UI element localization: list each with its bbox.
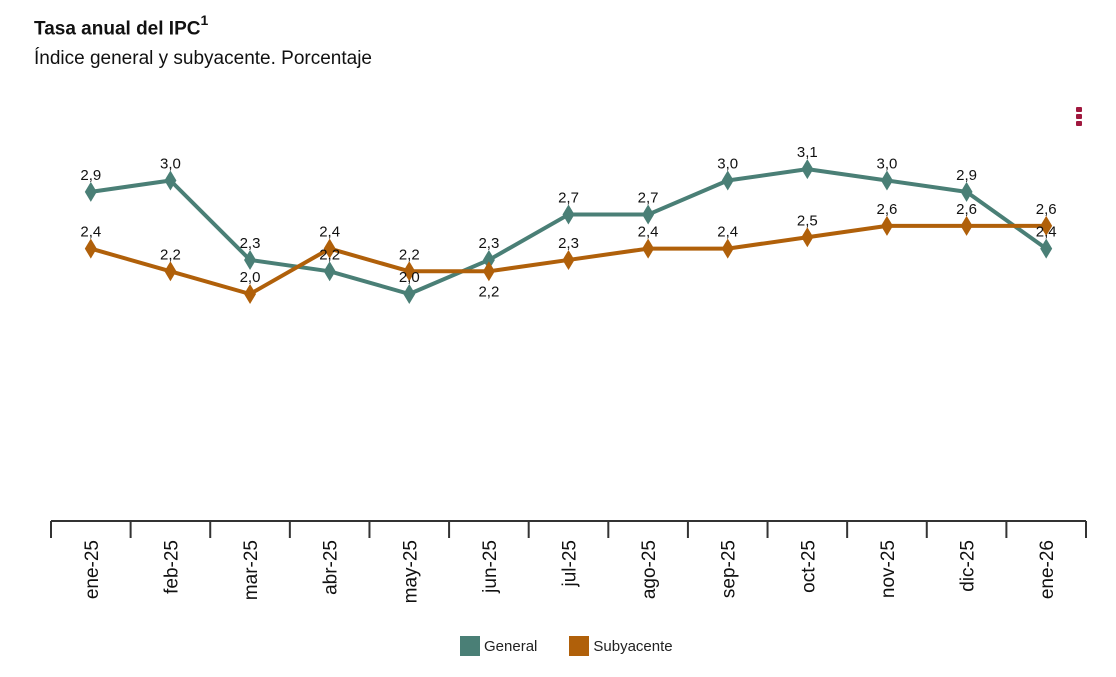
- data-point-marker: [403, 261, 416, 282]
- data-label: 2,6: [956, 201, 977, 218]
- x-tick-label: jun-25: [480, 540, 501, 594]
- data-point-marker: [880, 215, 893, 236]
- data-point-marker: [801, 159, 814, 180]
- data-point-marker: [960, 215, 973, 236]
- data-point-marker: [482, 261, 495, 282]
- legend-swatch: [460, 636, 480, 656]
- data-label: 3,1: [797, 144, 818, 161]
- data-point-marker: [164, 261, 177, 282]
- data-point-marker: [84, 238, 97, 259]
- data-point-marker: [1040, 238, 1053, 259]
- data-label: 3,0: [160, 156, 181, 173]
- data-label: 2,6: [877, 201, 898, 218]
- data-point-marker: [482, 249, 495, 270]
- x-tick-label: jul-25: [560, 540, 581, 587]
- data-label: 2,9: [956, 167, 977, 184]
- data-point-marker: [244, 284, 257, 304]
- data-label: 2,4: [319, 224, 340, 241]
- data-label: 2,4: [1036, 224, 1057, 241]
- x-tick-label: ene-25: [82, 540, 103, 599]
- data-point-marker: [721, 238, 734, 259]
- chart-subtitle: Índice general y subyacente. Porcentaje: [34, 48, 372, 69]
- legend-swatch: [569, 636, 590, 656]
- data-point-marker: [84, 181, 97, 202]
- data-point-marker: [403, 284, 416, 304]
- x-tick-label: dic-25: [958, 540, 979, 592]
- data-label: 2,2: [160, 246, 181, 263]
- data-label: 2,2: [319, 246, 340, 263]
- kebab-menu-icon[interactable]: [1076, 107, 1084, 128]
- x-tick-label: sep-25: [719, 540, 740, 598]
- x-tick-label: ene-26: [1037, 540, 1058, 599]
- data-label: 2,2: [399, 246, 420, 263]
- data-label: 2,4: [80, 224, 101, 241]
- data-point-marker: [323, 261, 336, 282]
- data-point-marker: [642, 238, 655, 259]
- data-label: 2,6: [1036, 201, 1057, 218]
- data-point-marker: [960, 181, 973, 202]
- data-label: 2,3: [478, 235, 499, 252]
- legend: General Subyacente: [460, 636, 673, 656]
- x-tick-label: ago-25: [639, 540, 660, 599]
- data-point-marker: [642, 204, 655, 225]
- legend-item-general[interactable]: General: [460, 636, 537, 656]
- data-point-marker: [880, 170, 893, 191]
- x-tick-label: oct-25: [798, 540, 819, 593]
- data-label: 2,3: [558, 235, 579, 252]
- data-label: 2,4: [638, 224, 659, 241]
- data-point-marker: [721, 170, 734, 191]
- data-label: 2,0: [240, 269, 261, 286]
- data-label: 2,9: [80, 167, 101, 184]
- series-line-general: [90, 167, 1048, 296]
- legend-item-subyacente[interactable]: Subyacente: [569, 636, 673, 656]
- data-label: 2,7: [558, 190, 579, 207]
- data-label: 2,0: [399, 269, 420, 286]
- chart-title: Tasa anual del IPC1: [34, 12, 209, 40]
- data-point-marker: [562, 204, 575, 225]
- x-tick-label: abr-25: [321, 540, 342, 595]
- x-tick-label: feb-25: [161, 540, 182, 594]
- data-label: 2,3: [240, 235, 261, 252]
- data-point-marker: [164, 170, 177, 191]
- x-tick-label: may-25: [400, 540, 421, 603]
- data-label: 3,0: [877, 156, 898, 173]
- data-label: 3,0: [717, 156, 738, 173]
- data-label: 2,7: [638, 190, 659, 207]
- data-label: 2,4: [717, 224, 738, 241]
- data-point-marker: [244, 249, 257, 270]
- data-point-marker: [562, 249, 575, 270]
- data-point-marker: [323, 238, 336, 259]
- data-label: 2,5: [797, 212, 818, 229]
- data-label: 2,2: [478, 283, 499, 300]
- data-point-marker: [1040, 215, 1053, 236]
- x-tick-label: mar-25: [241, 540, 262, 600]
- x-tick-label: nov-25: [878, 540, 899, 598]
- data-point-marker: [801, 227, 814, 248]
